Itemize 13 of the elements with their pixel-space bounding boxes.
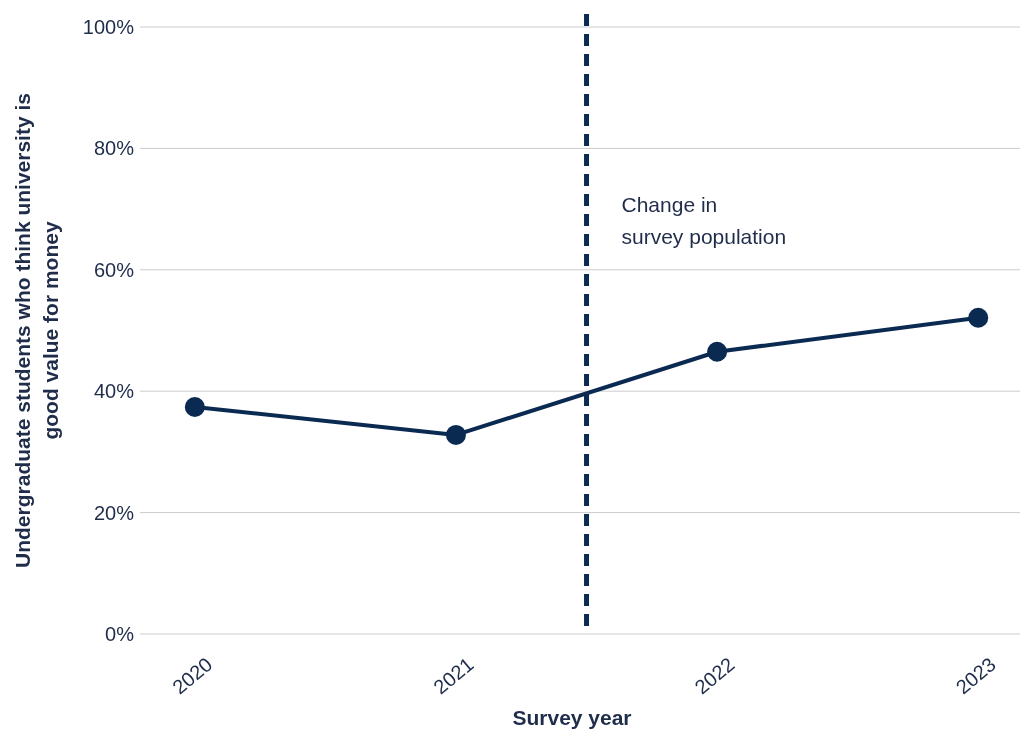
- y-tick-label: 0%: [105, 623, 135, 645]
- y-axis-title: Undergraduate students who think university is good value for money: [11, 93, 62, 568]
- x-axis-title: Survey year: [512, 706, 632, 729]
- point: [184, 396, 205, 417]
- y-tick-label: 20%: [93, 501, 135, 524]
- y-tick-label: 100%: [82, 16, 135, 38]
- y-tick-label: 60%: [93, 258, 135, 281]
- point: [707, 341, 728, 362]
- point: [445, 424, 466, 445]
- y-tick-label: 80%: [93, 137, 135, 160]
- ref-line-label: Change in survey population: [621, 193, 787, 248]
- y-tick-label: 40%: [93, 380, 135, 403]
- point: [968, 307, 989, 328]
